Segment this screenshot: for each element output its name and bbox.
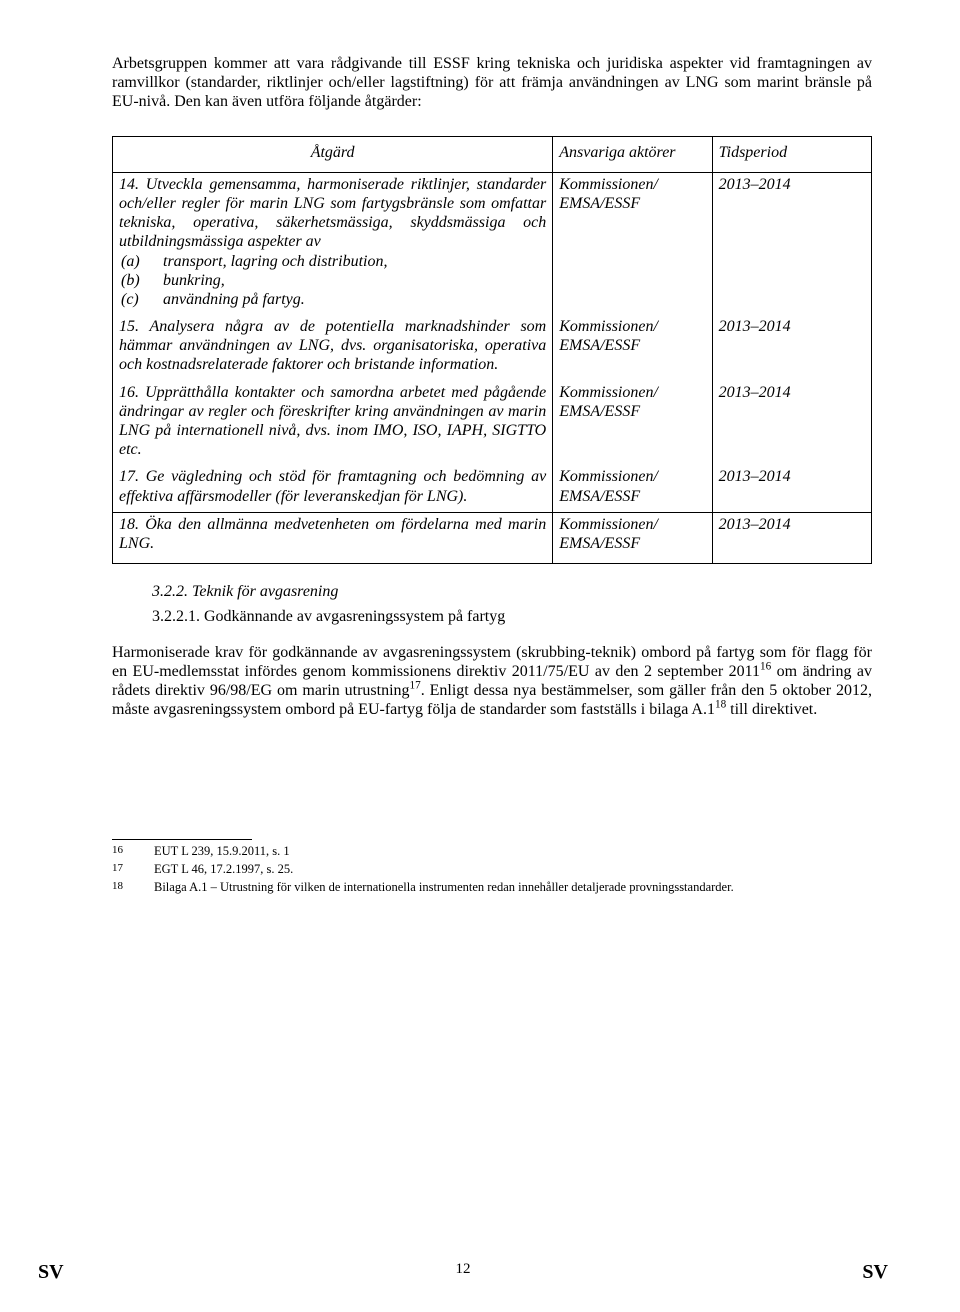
table-cell-actors: Kommissionen/ EMSA/ESSF bbox=[553, 465, 712, 512]
table-cell-action: 14. Utveckla gemensamma, harmoniserade r… bbox=[113, 172, 553, 315]
table-cell-actors: Kommissionen/ EMSA/ESSF bbox=[553, 381, 712, 466]
footer-right: SV bbox=[862, 1260, 888, 1284]
footnote-text: EUT L 239, 15.9.2011, s. 1 bbox=[154, 844, 872, 860]
table-cell-actors: Kommissionen/ EMSA/ESSF bbox=[553, 512, 712, 563]
footnote-text: EGT L 46, 17.2.1997, s. 25. bbox=[154, 862, 872, 878]
action-table: Åtgärd Ansvariga aktörer Tidsperiod 14. … bbox=[112, 136, 872, 565]
table-header-action: Åtgärd bbox=[113, 136, 553, 172]
table-cell-action: 16. Upprätthålla kontakter och samordna … bbox=[113, 381, 553, 466]
table-cell-period: 2013–2014 bbox=[712, 315, 871, 381]
intro-paragraph: Arbetsgruppen kommer att vara rådgivande… bbox=[112, 54, 872, 112]
table-header-actors: Ansvariga aktörer bbox=[553, 136, 712, 172]
footnote: 18Bilaga A.1 – Utrustning för vilken de … bbox=[112, 880, 872, 896]
table-cell-actors: Kommissionen/ EMSA/ESSF bbox=[553, 315, 712, 381]
footnote-separator bbox=[112, 839, 252, 840]
page-number: 12 bbox=[456, 1260, 471, 1284]
table-header-period: Tidsperiod bbox=[712, 136, 871, 172]
table-cell-action: 15. Analysera några av de potentiella ma… bbox=[113, 315, 553, 381]
page-footer: SV 12 SV bbox=[0, 1260, 960, 1284]
document-page: Arbetsgruppen kommer att vara rådgivande… bbox=[0, 0, 960, 1312]
body-paragraph: Harmoniserade krav för godkännande av av… bbox=[112, 643, 872, 720]
footnote-number: 17 bbox=[112, 862, 154, 878]
footer-left: SV bbox=[38, 1260, 64, 1284]
footnote-number: 18 bbox=[112, 880, 154, 896]
table-cell-period: 2013–2014 bbox=[712, 465, 871, 512]
table-cell-action: 17. Ge vägledning och stöd för framtagni… bbox=[113, 465, 553, 512]
footnote: 17EGT L 46, 17.2.1997, s. 25. bbox=[112, 862, 872, 878]
table-cell-period: 2013–2014 bbox=[712, 381, 871, 466]
section-heading-322: 3.2.2. Teknik för avgasrening bbox=[152, 582, 872, 601]
table-cell-action: 18. Öka den allmänna medvetenheten om fö… bbox=[113, 512, 553, 563]
footnote: 16EUT L 239, 15.9.2011, s. 1 bbox=[112, 844, 872, 860]
footnotes: 16EUT L 239, 15.9.2011, s. 117EGT L 46, … bbox=[112, 844, 872, 895]
footnote-text: Bilaga A.1 – Utrustning för vilken de in… bbox=[154, 880, 872, 896]
section-heading-3221: 3.2.2.1. Godkännande av avgasreningssyst… bbox=[152, 607, 872, 626]
table-cell-actors: Kommissionen/ EMSA/ESSF bbox=[553, 172, 712, 315]
table-cell-period: 2013–2014 bbox=[712, 172, 871, 315]
table-cell-period: 2013–2014 bbox=[712, 512, 871, 563]
footnote-number: 16 bbox=[112, 844, 154, 860]
